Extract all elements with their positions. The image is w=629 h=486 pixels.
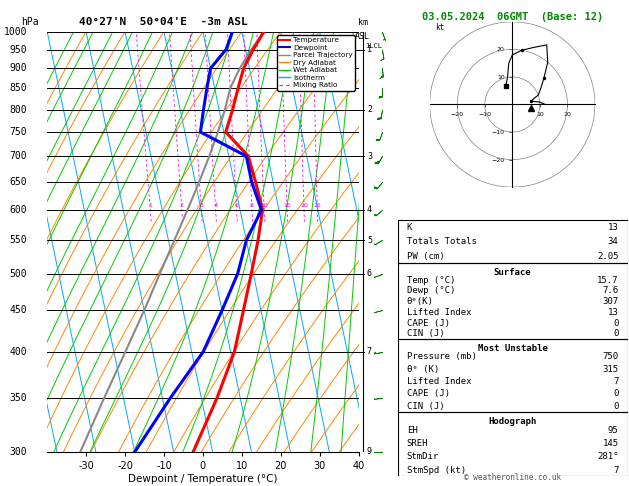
Text: 700: 700 bbox=[9, 151, 27, 161]
Text: 4: 4 bbox=[367, 206, 372, 214]
Text: 300: 300 bbox=[9, 447, 27, 457]
Text: 9: 9 bbox=[367, 448, 372, 456]
Text: CIN (J): CIN (J) bbox=[407, 401, 444, 411]
Text: 03.05.2024  06GMT  (Base: 12): 03.05.2024 06GMT (Base: 12) bbox=[422, 12, 603, 22]
Text: SREH: SREH bbox=[407, 439, 428, 448]
X-axis label: Dewpoint / Temperature (°C): Dewpoint / Temperature (°C) bbox=[128, 474, 277, 484]
Text: EH: EH bbox=[407, 426, 418, 435]
Text: 2: 2 bbox=[367, 105, 372, 114]
Text: 13: 13 bbox=[608, 223, 618, 232]
Text: 315: 315 bbox=[603, 364, 618, 374]
Text: ASL: ASL bbox=[355, 32, 370, 41]
Text: Lifted Index: Lifted Index bbox=[407, 308, 471, 317]
Text: 1000: 1000 bbox=[3, 27, 27, 36]
Text: 95: 95 bbox=[608, 426, 618, 435]
Text: 750: 750 bbox=[9, 127, 27, 137]
Text: Totals Totals: Totals Totals bbox=[407, 237, 477, 246]
Text: Pressure (mb): Pressure (mb) bbox=[407, 352, 477, 362]
Text: 2.05: 2.05 bbox=[597, 252, 618, 260]
Text: 750: 750 bbox=[603, 352, 618, 362]
Text: CIN (J): CIN (J) bbox=[407, 330, 444, 338]
Text: 6: 6 bbox=[367, 269, 372, 278]
Text: Surface: Surface bbox=[494, 268, 532, 277]
Text: Hodograph: Hodograph bbox=[489, 417, 537, 426]
Text: 650: 650 bbox=[9, 177, 27, 187]
Text: StmSpd (kt): StmSpd (kt) bbox=[407, 466, 466, 475]
Text: 6: 6 bbox=[235, 203, 238, 208]
Text: 450: 450 bbox=[9, 305, 27, 315]
Text: StmDir: StmDir bbox=[407, 452, 439, 462]
Text: 800: 800 bbox=[9, 104, 27, 115]
Text: 500: 500 bbox=[9, 269, 27, 278]
Text: 307: 307 bbox=[603, 297, 618, 306]
Text: θᵉ (K): θᵉ (K) bbox=[407, 364, 439, 374]
Text: 900: 900 bbox=[9, 63, 27, 73]
Text: 13: 13 bbox=[608, 308, 618, 317]
Text: 1LCL: 1LCL bbox=[365, 43, 382, 49]
Text: 5: 5 bbox=[367, 236, 372, 245]
Text: 0: 0 bbox=[613, 401, 618, 411]
Text: 850: 850 bbox=[9, 83, 27, 93]
Text: 950: 950 bbox=[9, 45, 27, 54]
Text: Most Unstable: Most Unstable bbox=[477, 344, 548, 353]
Text: 0: 0 bbox=[613, 319, 618, 328]
Text: 25: 25 bbox=[313, 203, 321, 208]
Text: 15.7: 15.7 bbox=[597, 276, 618, 285]
Text: 7: 7 bbox=[367, 347, 372, 356]
Text: 600: 600 bbox=[9, 205, 27, 215]
Text: 1: 1 bbox=[148, 203, 152, 208]
Text: 7: 7 bbox=[613, 377, 618, 386]
Text: 34: 34 bbox=[608, 237, 618, 246]
Text: 550: 550 bbox=[9, 235, 27, 245]
Text: 281°: 281° bbox=[597, 452, 618, 462]
Text: 40°27'N  50°04'E  -3m ASL: 40°27'N 50°04'E -3m ASL bbox=[79, 17, 248, 27]
Text: Lifted Index: Lifted Index bbox=[407, 377, 471, 386]
Legend: Temperature, Dewpoint, Parcel Trajectory, Dry Adiabat, Wet Adiabat, Isotherm, Mi: Temperature, Dewpoint, Parcel Trajectory… bbox=[277, 35, 355, 90]
Text: 145: 145 bbox=[603, 439, 618, 448]
Text: 2: 2 bbox=[180, 203, 184, 208]
Text: K: K bbox=[407, 223, 412, 232]
Text: km: km bbox=[357, 17, 367, 27]
Text: kt: kt bbox=[435, 23, 445, 32]
Text: 7.6: 7.6 bbox=[603, 286, 618, 295]
Text: 400: 400 bbox=[9, 347, 27, 357]
Text: CAPE (J): CAPE (J) bbox=[407, 319, 450, 328]
Text: CAPE (J): CAPE (J) bbox=[407, 389, 450, 399]
Text: 0: 0 bbox=[613, 330, 618, 338]
Text: hPa: hPa bbox=[21, 17, 38, 27]
Text: 4: 4 bbox=[214, 203, 218, 208]
Text: 15: 15 bbox=[283, 203, 291, 208]
Text: θᵉ(K): θᵉ(K) bbox=[407, 297, 433, 306]
Text: 8: 8 bbox=[250, 203, 254, 208]
Text: PW (cm): PW (cm) bbox=[407, 252, 444, 260]
Text: 3: 3 bbox=[199, 203, 203, 208]
Text: 1: 1 bbox=[367, 45, 372, 54]
Text: 7: 7 bbox=[613, 466, 618, 475]
Text: 20: 20 bbox=[300, 203, 308, 208]
Text: Dewp (°C): Dewp (°C) bbox=[407, 286, 455, 295]
Text: © weatheronline.co.uk: © weatheronline.co.uk bbox=[464, 473, 561, 482]
Text: Temp (°C): Temp (°C) bbox=[407, 276, 455, 285]
Text: 3: 3 bbox=[367, 152, 372, 161]
Text: 10: 10 bbox=[260, 203, 268, 208]
Text: 0: 0 bbox=[613, 389, 618, 399]
Text: 350: 350 bbox=[9, 393, 27, 403]
